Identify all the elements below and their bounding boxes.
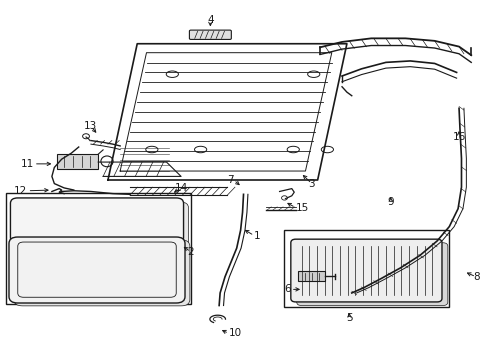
Text: 8: 8 (472, 272, 478, 282)
Text: 4: 4 (206, 15, 213, 26)
Text: 10: 10 (228, 328, 242, 338)
FancyBboxPatch shape (14, 240, 189, 306)
Text: 9: 9 (386, 197, 393, 207)
Text: 7: 7 (227, 175, 233, 185)
Text: 11: 11 (20, 159, 34, 169)
Bar (57, 154, 98, 168)
Text: 13: 13 (84, 121, 97, 131)
FancyBboxPatch shape (189, 30, 231, 40)
Text: 6: 6 (284, 284, 290, 294)
Text: 5: 5 (346, 313, 352, 323)
Text: 15: 15 (295, 203, 308, 213)
Bar (298, 271, 325, 282)
Bar (5, 193, 190, 304)
FancyBboxPatch shape (10, 198, 183, 243)
Text: 12: 12 (14, 186, 27, 196)
Text: 1: 1 (254, 231, 260, 240)
FancyBboxPatch shape (296, 243, 447, 306)
Text: 16: 16 (451, 132, 465, 142)
FancyBboxPatch shape (290, 239, 441, 302)
Text: 14: 14 (174, 183, 187, 193)
Text: 3: 3 (308, 179, 314, 189)
FancyBboxPatch shape (9, 237, 184, 303)
Text: 2: 2 (187, 247, 194, 257)
Bar (283, 230, 448, 307)
FancyBboxPatch shape (15, 202, 188, 247)
